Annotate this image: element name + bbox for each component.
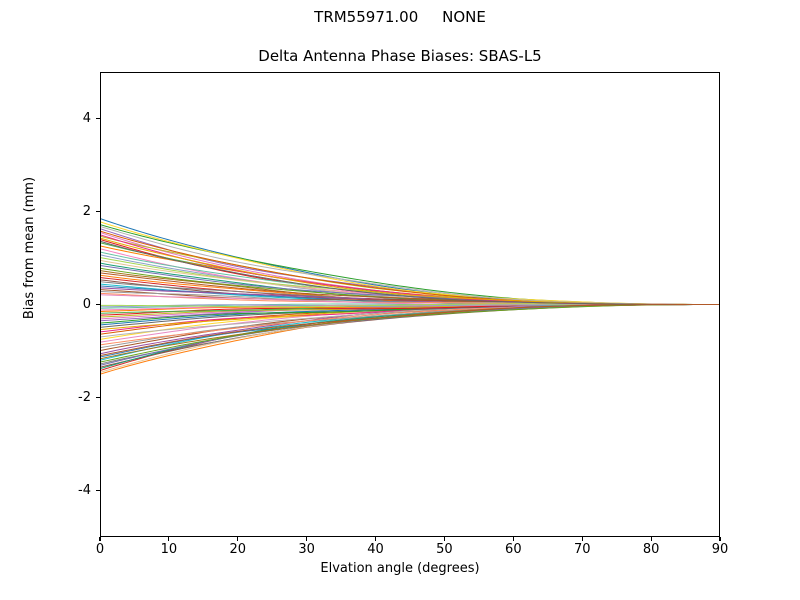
y-tick-label: 0: [82, 296, 91, 312]
x-tick-mark: [581, 537, 583, 541]
y-tick-label: 2: [82, 203, 91, 219]
curve-series: [101, 241, 719, 305]
y-tick-mark: [96, 489, 100, 492]
x-tick-mark: [650, 537, 652, 541]
curve-series: [101, 304, 719, 356]
curve-series: [101, 304, 719, 363]
x-tick-mark: [512, 537, 514, 541]
y-tick-mark: [96, 303, 100, 306]
x-tick-label: 90: [711, 542, 729, 557]
curve-series-group: [101, 218, 719, 375]
x-tick-label: 30: [298, 542, 315, 557]
figure-suptitle: TRM55971.00 NONE: [314, 8, 486, 26]
x-tick-mark: [719, 537, 721, 541]
x-tick-label: 40: [367, 542, 384, 557]
x-tick-mark: [168, 537, 170, 541]
plot-area: [100, 72, 720, 537]
x-tick-label: 50: [436, 542, 453, 557]
curve-series: [101, 226, 719, 305]
y-tick-label: -2: [78, 389, 91, 405]
chart-title: Delta Antenna Phase Biases: SBAS-L5: [258, 47, 542, 65]
y-tick-label: -4: [78, 482, 91, 498]
x-tick-mark: [306, 537, 308, 541]
x-tick-label: 20: [229, 542, 247, 557]
x-tick-label: 80: [642, 542, 660, 557]
x-axis-label: Elvation angle (degrees): [320, 561, 480, 576]
y-axis-label: Bias from mean (mm): [22, 176, 37, 320]
x-tick-mark: [375, 537, 377, 541]
x-tick-label: 10: [160, 542, 178, 557]
x-tick-mark: [99, 537, 101, 541]
y-tick-label: 4: [82, 110, 91, 126]
y-tick-mark: [96, 210, 100, 213]
x-tick-label: 70: [573, 542, 591, 557]
x-tick-label: 0: [95, 542, 105, 557]
curve-series: [101, 228, 719, 305]
y-tick-mark: [96, 117, 100, 120]
x-tick-mark: [443, 537, 445, 541]
y-tick-mark: [96, 396, 100, 399]
x-tick-label: 60: [505, 542, 522, 557]
x-tick-mark: [237, 537, 239, 541]
